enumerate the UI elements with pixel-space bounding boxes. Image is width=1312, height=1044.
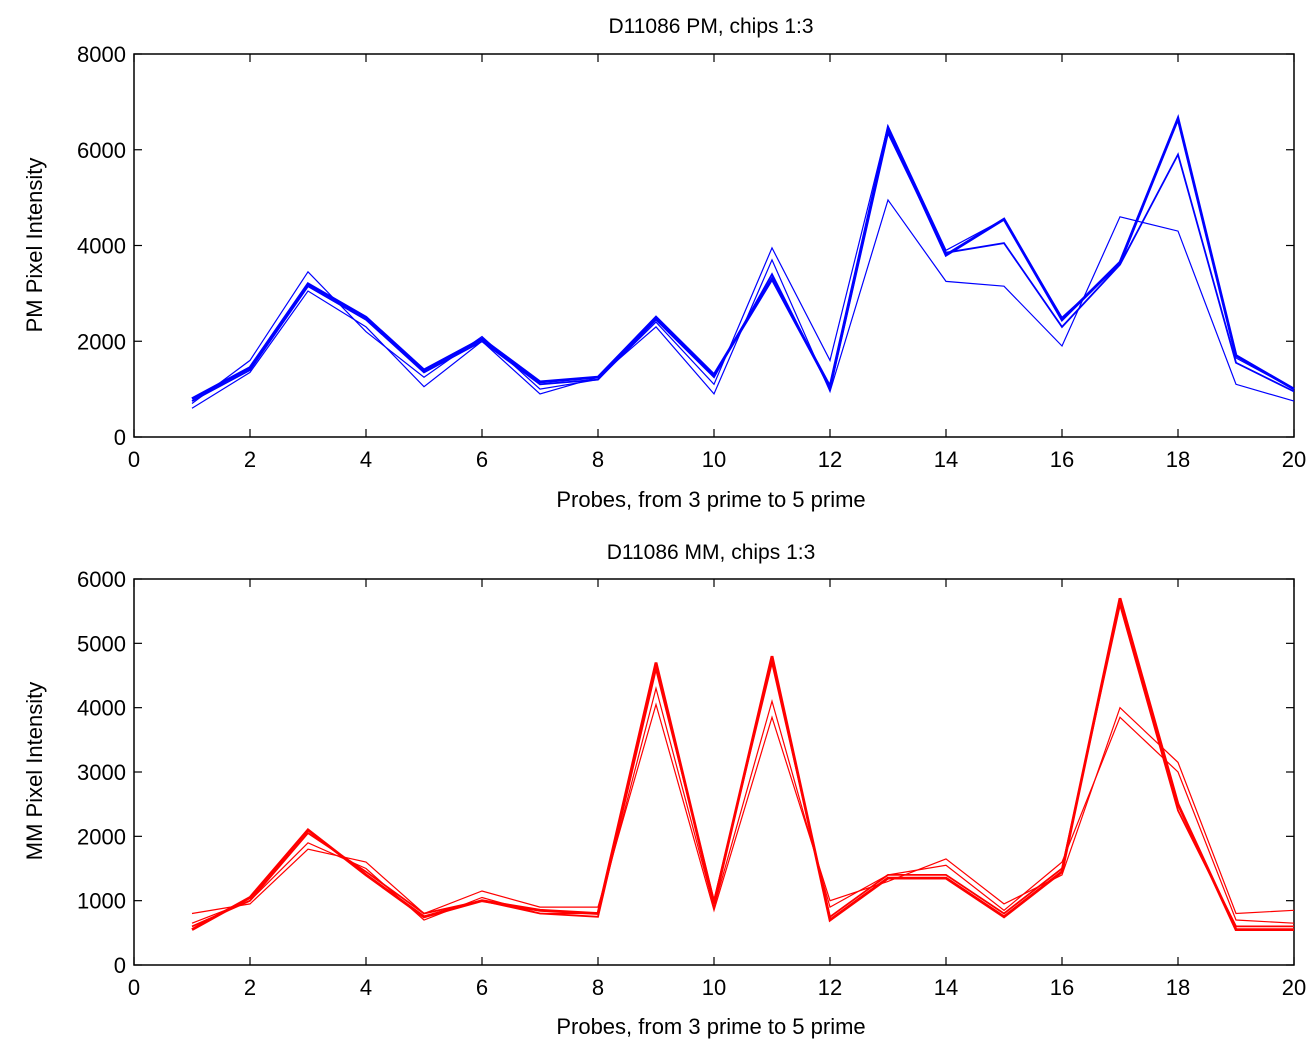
x-tick-label: 4 [360, 975, 372, 1000]
y-tick-label: 3000 [77, 760, 126, 785]
y-tick-label: 6000 [77, 567, 126, 592]
series-line-4 [191, 116, 1295, 404]
y-tick-label: 8000 [77, 42, 126, 67]
series-lines [191, 597, 1295, 931]
x-axis-label: Probes, from 3 prime to 5 prime [556, 1014, 865, 1039]
series-lines [191, 114, 1295, 409]
x-tick-label: 0 [128, 447, 140, 472]
y-tick-label: 2000 [77, 329, 126, 354]
x-tick-label: 2 [244, 975, 256, 1000]
y-tick-label: 0 [114, 953, 126, 978]
series-line-1 [191, 597, 1294, 931]
x-tick-label: 12 [818, 447, 842, 472]
x-tick-label: 10 [702, 975, 726, 1000]
y-tick-label: 4000 [77, 234, 126, 259]
x-tick-label: 10 [702, 447, 726, 472]
axis-ticks: 0 2 4 6 8 10 12 14 16 18 20 0 2000 4000 6000 8000 [77, 42, 1306, 472]
y-tick-label: 6000 [77, 138, 126, 163]
series-line-2 [191, 604, 1294, 928]
y-tick-label: 1000 [77, 889, 126, 914]
x-tick-label: 8 [592, 447, 604, 472]
mm-chart: D11086 MM, chips 1:3 Probes, from 3 prim… [22, 541, 1306, 1039]
y-tick-label: 0 [114, 425, 126, 450]
x-tick-label: 16 [1050, 447, 1074, 472]
x-tick-label: 4 [360, 447, 372, 472]
x-axis-label: Probes, from 3 prime to 5 prime [556, 487, 865, 512]
x-tick-label: 16 [1050, 975, 1074, 1000]
x-tick-label: 20 [1282, 447, 1306, 472]
plot-area [133, 53, 1295, 438]
axis-ticks: 0 2 4 6 8 10 12 14 16 18 20 0 1000 2000 3000 4000 5000 60… [77, 567, 1306, 1000]
series-line-3 [191, 198, 1295, 409]
x-tick-label: 8 [592, 975, 604, 1000]
x-tick-label: 14 [934, 975, 958, 1000]
pm-chart: D11086 PM, chips 1:3 Probes, from 3 prim… [22, 15, 1306, 512]
x-tick-label: 12 [818, 975, 842, 1000]
x-tick-label: 18 [1166, 975, 1190, 1000]
y-axis-label: PM Pixel Intensity [22, 158, 47, 333]
series-line-3 [191, 702, 1295, 915]
y-tick-label: 2000 [77, 824, 126, 849]
x-tick-label: 6 [476, 447, 488, 472]
x-tick-label: 6 [476, 975, 488, 1000]
x-tick-label: 18 [1166, 447, 1190, 472]
series-line-1 [191, 114, 1295, 400]
x-tick-label: 0 [128, 975, 140, 1000]
chart-title: D11086 MM, chips 1:3 [607, 541, 816, 564]
chart-title: D11086 PM, chips 1:3 [608, 15, 813, 38]
x-tick-label: 20 [1282, 975, 1306, 1000]
x-tick-label: 14 [934, 447, 958, 472]
x-tick-label: 2 [244, 447, 256, 472]
y-tick-label: 4000 [77, 696, 126, 721]
y-tick-label: 5000 [77, 631, 126, 656]
series-line-4 [191, 686, 1295, 924]
y-axis-label: MM Pixel Intensity [22, 682, 47, 861]
series-line-2 [191, 130, 1295, 402]
